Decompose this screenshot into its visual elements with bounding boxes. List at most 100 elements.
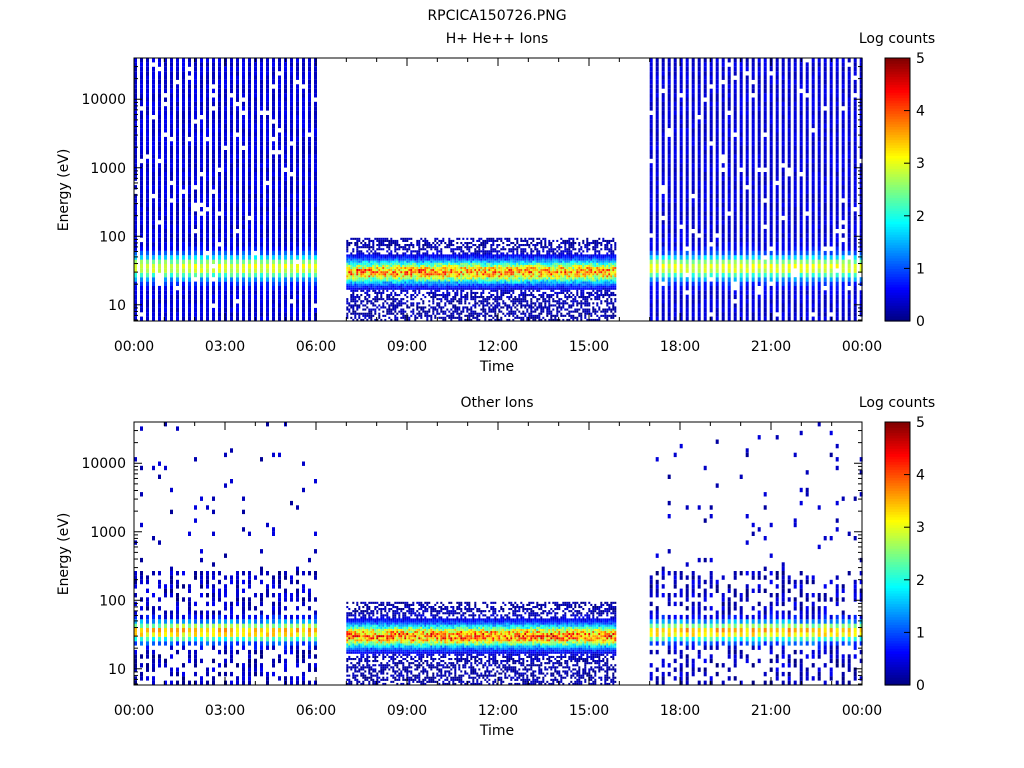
spectrogram-cell (558, 304, 561, 307)
spectrogram-cell (346, 256, 349, 259)
spectrogram-cell (272, 115, 275, 120)
spectrogram-cell (302, 176, 305, 181)
spectrogram-cell (492, 256, 495, 259)
spectrogram-cell (428, 266, 431, 269)
spectrogram-cell (480, 275, 483, 278)
spectrogram-cell (236, 136, 239, 142)
spectrogram-cell (296, 207, 299, 212)
spectrogram-cell (552, 266, 555, 269)
spectrogram-cell (424, 287, 427, 290)
spectrogram-cell (410, 242, 413, 245)
spectrogram-cell (380, 242, 383, 245)
spectrogram-cell (556, 283, 559, 286)
spectrogram-cell (260, 290, 263, 295)
spectrogram-cell (404, 310, 407, 313)
spectrogram-cell (146, 119, 149, 124)
spectrogram-cell (260, 141, 263, 146)
spectrogram-cell (314, 268, 317, 273)
spectrogram-cell (278, 268, 281, 273)
spectrogram-cell (278, 79, 281, 85)
spectrogram-cell (526, 310, 529, 313)
spectrogram-cell (404, 262, 407, 265)
spectrogram-cell (224, 272, 227, 278)
spectrogram-cell (314, 172, 317, 177)
spectrogram-cell (164, 303, 167, 308)
spectrogram-cell (392, 242, 395, 245)
spectrogram-cell (508, 296, 511, 299)
spectrogram-cell (212, 294, 215, 300)
spectrogram-cell (402, 275, 405, 278)
spectrogram-cell (248, 299, 251, 304)
spectrogram-cell (236, 255, 239, 260)
spectrogram-cell (548, 262, 551, 265)
spectrogram-cell (436, 256, 439, 259)
spectrogram-cell (158, 84, 161, 89)
spectrogram-cell (440, 273, 443, 276)
spectrogram-cell (134, 88, 137, 94)
spectrogram-cell (230, 307, 233, 313)
spectrogram-cell (360, 281, 363, 284)
spectrogram-cell (218, 141, 221, 146)
spectrogram-cell (354, 256, 357, 259)
spectrogram-cell (490, 246, 493, 249)
spectrogram-cell (540, 269, 543, 272)
spectrogram-cell (224, 281, 227, 286)
spectrogram-cell (386, 287, 389, 290)
spectrogram-cell (470, 308, 473, 311)
spectrogram-cell (278, 141, 281, 146)
spectrogram-cell (508, 266, 511, 269)
spectrogram-cell (230, 106, 233, 111)
spectrogram-cell (402, 269, 405, 272)
spectrogram-cell (492, 287, 495, 290)
spectrogram-cell (354, 300, 357, 303)
spectrogram-cell (388, 264, 391, 267)
spectrogram-cell (532, 258, 535, 261)
spectrogram-cell (512, 302, 515, 305)
spectrogram-cell (266, 272, 269, 278)
spectrogram-cell (542, 291, 545, 294)
spectrogram-cell (388, 262, 391, 265)
spectrogram-cell (272, 250, 275, 256)
spectrogram-cell (450, 318, 453, 321)
spectrogram-cell (206, 268, 209, 273)
spectrogram-cell (492, 254, 495, 257)
spectrogram-cell (164, 285, 167, 291)
spectrogram-cell (254, 189, 257, 194)
spectrogram-cell (526, 308, 529, 311)
spectrogram-cell (402, 316, 405, 319)
spectrogram-cell (308, 141, 311, 146)
spectrogram-cell (550, 256, 553, 259)
spectrogram-cell (386, 312, 389, 315)
spectrogram-cell (516, 254, 519, 257)
spectrogram-cell (296, 294, 299, 300)
spectrogram-cell (452, 277, 455, 280)
spectrogram-cell (398, 264, 401, 267)
spectrogram-cell (530, 256, 533, 259)
spectrogram-cell (354, 269, 357, 272)
spectrogram-cell (308, 84, 311, 89)
spectrogram-cell (356, 237, 359, 240)
spectrogram-cell (248, 259, 251, 264)
spectrogram-cell (434, 239, 437, 242)
spectrogram-cell (404, 318, 407, 321)
spectrogram-cell (478, 260, 481, 263)
spectrogram-cell (364, 246, 367, 249)
spectrogram-cell (170, 233, 173, 238)
spectrogram-cell (206, 237, 209, 243)
spectrogram-cell (438, 264, 441, 267)
spectrogram-cell (438, 281, 441, 284)
spectrogram-cell (396, 302, 399, 305)
spectrogram-cell (454, 277, 457, 280)
spectrogram-cell (374, 250, 377, 253)
spectrogram-cell (384, 264, 387, 267)
spectrogram-cell (500, 275, 503, 278)
spectrogram-cell (134, 255, 137, 260)
spectrogram-cell (514, 273, 517, 276)
spectrogram-cell (418, 277, 421, 280)
spectrogram-cell (498, 304, 501, 307)
spectrogram-cell (538, 277, 541, 280)
spectrogram-cell (420, 298, 423, 301)
spectrogram-cell (496, 287, 499, 290)
spectrogram-cell (560, 275, 563, 278)
spectrogram-cell (550, 287, 553, 290)
